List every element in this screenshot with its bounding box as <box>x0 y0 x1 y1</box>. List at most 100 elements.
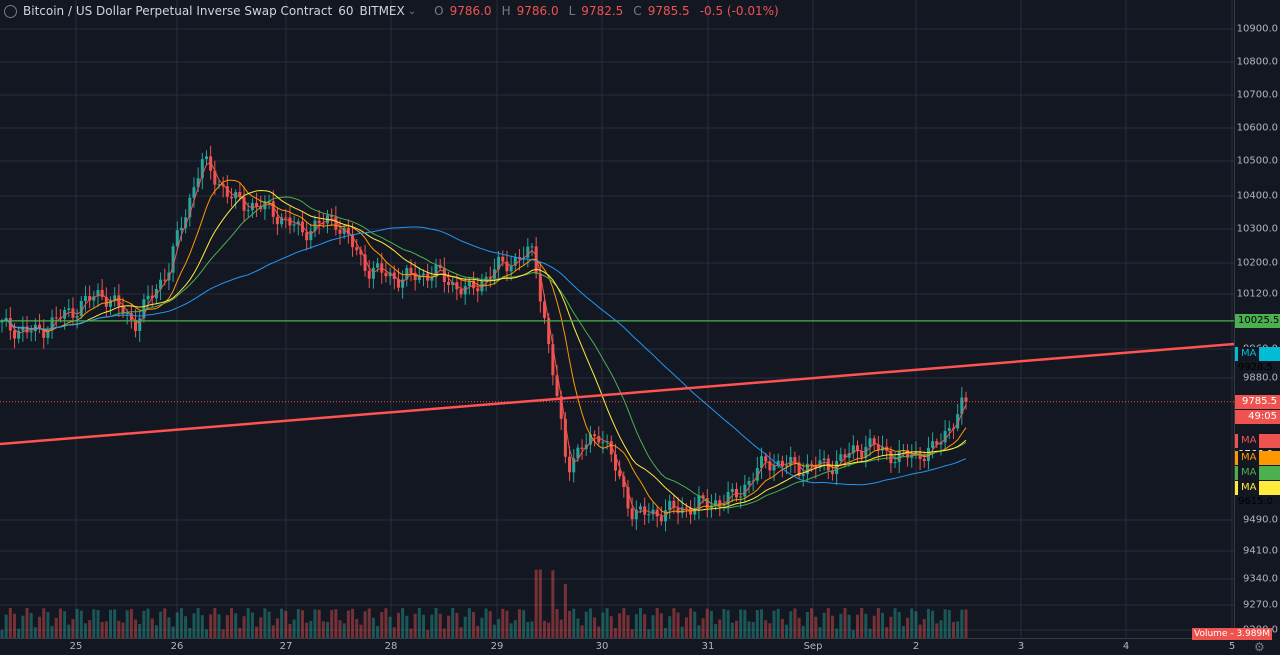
volume-bar <box>255 626 259 638</box>
exchange-label[interactable]: BITMEX <box>359 4 405 18</box>
volume-bar <box>459 627 463 638</box>
volume-bar <box>830 615 834 638</box>
volume-bar <box>163 608 167 638</box>
close-value: 9785.5 <box>647 4 690 18</box>
candle-body <box>634 509 638 520</box>
volume-bar <box>659 613 663 638</box>
volume-bar <box>897 612 901 638</box>
volume-bar <box>54 617 58 638</box>
candle-body <box>910 455 914 458</box>
volume-bar <box>672 608 676 638</box>
candle-body <box>321 223 325 225</box>
volume-bar <box>392 627 396 638</box>
symbol-title[interactable]: Bitcoin / US Dollar Perpetual Inverse Sw… <box>23 4 333 18</box>
candle-body <box>501 256 505 262</box>
volume-bar <box>785 624 789 638</box>
volume-bar <box>430 614 434 638</box>
chevron-down-icon[interactable]: ⌄ <box>407 5 417 17</box>
volume-bar <box>451 608 455 638</box>
candle-body <box>163 279 167 281</box>
volume-bar <box>680 626 684 638</box>
volume-bar <box>818 627 822 638</box>
volume-bar <box>810 608 814 638</box>
volume-bar <box>380 612 384 638</box>
volume-bar <box>789 611 793 638</box>
time-tick-label: 26 <box>170 641 184 652</box>
candle-body <box>121 306 125 315</box>
volume-bar <box>910 608 914 638</box>
ma-red-line <box>1 161 967 517</box>
candle-body <box>484 276 488 282</box>
candle-body <box>555 375 559 397</box>
volume-bar <box>526 622 530 638</box>
candle-body <box>755 468 759 481</box>
candle-body <box>618 470 622 477</box>
candle-body <box>250 202 254 211</box>
volume-bar <box>689 608 693 638</box>
volume-bar <box>588 608 592 638</box>
candle-body <box>442 268 446 282</box>
volume-bar <box>271 625 275 638</box>
volume-bar <box>780 619 784 638</box>
candle-body <box>751 480 755 482</box>
volume-bar <box>881 612 885 638</box>
candle-body <box>630 508 634 520</box>
candle-body <box>897 450 901 462</box>
volume-bar <box>513 620 517 638</box>
volume-bar <box>46 612 50 638</box>
volume-bar <box>492 624 496 638</box>
candle-body <box>906 450 910 458</box>
candle-body <box>179 227 183 231</box>
volume-bar <box>154 625 158 638</box>
volume-bar <box>463 616 467 638</box>
volume-bar <box>138 623 142 638</box>
volume-bar <box>363 611 367 638</box>
candle-body <box>851 445 855 454</box>
candle-body <box>855 445 859 452</box>
time-tick-label: 25 <box>69 641 83 652</box>
volume-bar <box>864 613 868 638</box>
chart-pane[interactable] <box>0 0 1234 638</box>
volume-bar <box>705 608 709 638</box>
price-tick-label: 9880.0 <box>1243 372 1278 384</box>
price-tick-label: 10120.0 <box>1236 288 1278 300</box>
price-chart[interactable] <box>0 0 1234 638</box>
candle-body <box>309 230 313 241</box>
candle-body <box>947 428 951 431</box>
candle-body <box>593 434 597 437</box>
volume-bar <box>388 616 392 638</box>
volume-bar <box>396 612 400 638</box>
volume-bar <box>0 630 4 638</box>
price-tick-label: 10900.0 <box>1236 23 1278 35</box>
volume-bar <box>726 610 730 638</box>
candle-body <box>125 312 129 315</box>
symbol-logo-icon <box>4 4 17 18</box>
candle-body <box>242 197 246 211</box>
candle-body <box>810 463 814 465</box>
volume-bar <box>259 617 263 638</box>
volume-bar <box>843 608 847 638</box>
low-value: 9782.5 <box>581 4 624 18</box>
volume-bar <box>213 608 217 638</box>
price-label-ma_orange: MA9657.0 <box>1235 451 1280 477</box>
price-tick-label: 10600.0 <box>1236 122 1278 134</box>
gear-icon[interactable]: ⚙ <box>1254 640 1265 654</box>
candle-body <box>772 465 776 471</box>
candle-body <box>764 456 768 462</box>
volume-bar <box>246 608 250 638</box>
candle-body <box>67 308 71 311</box>
candle-body <box>54 317 58 319</box>
candle-body <box>714 500 718 506</box>
candle-body <box>417 275 421 280</box>
candle-body <box>75 315 79 318</box>
volume-bar <box>4 614 8 638</box>
volume-bar <box>472 612 476 638</box>
time-tick-label: 3 <box>1017 641 1025 652</box>
volume-bar <box>755 610 759 638</box>
price-label-last: 9785.5 <box>1235 394 1280 409</box>
volume-bar <box>117 620 121 638</box>
interval-label[interactable]: 60 <box>338 4 354 18</box>
volume-bar <box>113 609 117 638</box>
volume-bar <box>146 608 150 638</box>
time-axis[interactable]: 25 26 27 28 29 30 31 Sep 2 3 4 5 <box>0 638 1235 655</box>
